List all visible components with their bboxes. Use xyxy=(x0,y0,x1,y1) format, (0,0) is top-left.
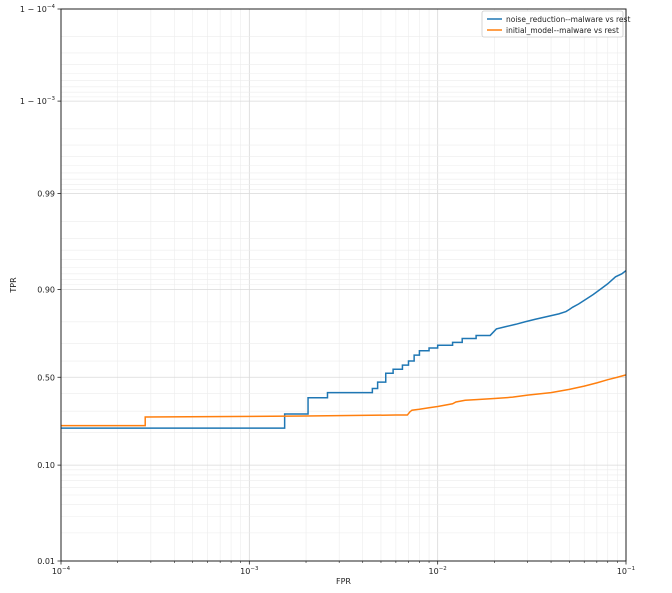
series-line-noise-reduction xyxy=(61,270,627,429)
legend: noise_reduction--malware vs rest initial… xyxy=(481,10,630,38)
grid xyxy=(60,8,627,562)
y-tick-label: 0.90 xyxy=(37,285,55,294)
y-tick-label: 0.99 xyxy=(37,190,55,199)
x-tick-label: 10−1 xyxy=(617,566,635,576)
series-line-initial-model xyxy=(61,374,627,427)
y-tick-label: 1 − 10−3 xyxy=(20,96,56,106)
y-tick-label: 0.50 xyxy=(37,373,55,382)
x-tick-label: 10−3 xyxy=(240,566,259,576)
legend-label-noise-reduction: noise_reduction--malware vs rest xyxy=(506,15,630,24)
legend-label-initial-model: initial_model--malware vs rest xyxy=(506,26,619,35)
y-tick-label: 0.01 xyxy=(37,557,55,566)
x-axis-label: FPR xyxy=(336,577,351,586)
y-axis-label: TPR xyxy=(9,277,18,294)
series-lines xyxy=(61,270,627,429)
x-tick-label: 10−2 xyxy=(429,566,447,576)
legend-box xyxy=(481,10,624,38)
x-tick-label: 10−4 xyxy=(52,566,71,576)
axis-ticks: 10−4 10−3 10−2 10−1 0.01 0.10 0.50 0.90 0.99 1 − … xyxy=(20,4,635,576)
y-tick-label: 1 − 10−4 xyxy=(20,4,56,14)
y-tick-label: 0.10 xyxy=(37,461,55,470)
plot-frame xyxy=(60,8,627,562)
